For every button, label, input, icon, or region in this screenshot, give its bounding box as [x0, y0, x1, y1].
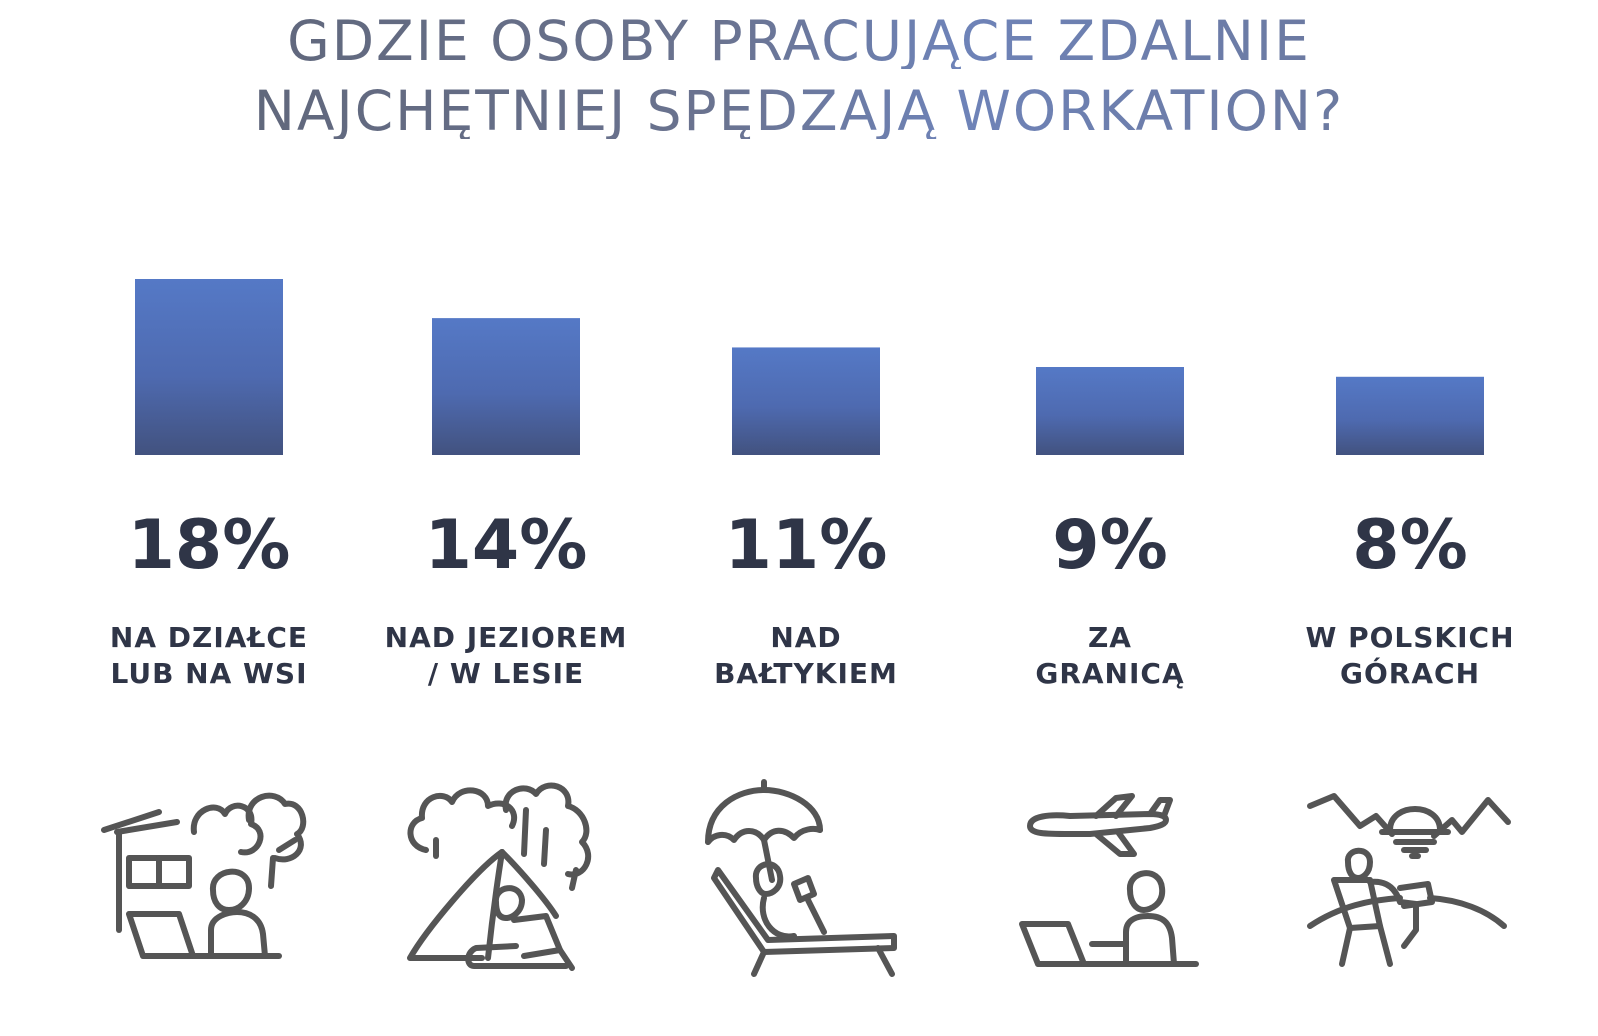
remote-worker-garden-house-icon: [99, 770, 319, 990]
category-label-4-line-1: ZA: [1088, 621, 1132, 654]
category-label-3: NAD BAŁTYKIEM: [656, 620, 956, 692]
bar-4: [1036, 367, 1184, 455]
value-label-2: 14%: [424, 506, 588, 585]
bars-group: [135, 279, 1484, 455]
value-label-1: 18%: [127, 506, 291, 585]
chart-title-line-2: NAJCHĘTNIEJ SPĘDZAJĄ WORKATION?: [0, 84, 1598, 139]
category-label-2: NAD JEZIOREM / W LESIE: [356, 620, 656, 692]
category-label-3-line-2: BAŁTYKIEM: [714, 657, 898, 690]
bar-5: [1336, 376, 1484, 455]
category-label-4-line-2: GRANICĄ: [1035, 657, 1185, 690]
value-label-5: 8%: [1352, 506, 1468, 585]
bar-2: [432, 318, 580, 455]
category-label-1: NA DZIAŁCE LUB NA WSI: [59, 620, 359, 692]
chart-title-line-1: GDZIE OSOBY PRACUJĄCE ZDALNIE: [0, 14, 1598, 69]
airplane-laptop-abroad-icon: [1000, 770, 1220, 990]
category-label-1-line-1: NA DZIAŁCE: [109, 621, 309, 654]
category-label-4: ZA GRANICĄ: [960, 620, 1260, 692]
value-label-3: 11%: [724, 506, 888, 585]
category-label-5-line-1: W POLSKICH: [1305, 621, 1515, 654]
camping-tent-forest-laptop-icon: [396, 770, 616, 990]
bar-3: [732, 347, 880, 455]
bar-1: [135, 279, 283, 455]
category-label-2-line-1: NAD JEZIOREM: [384, 621, 628, 654]
category-label-5-line-2: GÓRACH: [1340, 657, 1480, 690]
category-label-1-line-2: LUB NA WSI: [110, 657, 308, 690]
mountains-sunset-chair-icon: [1300, 770, 1520, 990]
category-label-2-line-2: / W LESIE: [427, 657, 585, 690]
category-label-3-line-1: NAD: [770, 621, 842, 654]
beach-sunbed-umbrella-icon: [698, 770, 918, 990]
value-label-4: 9%: [1052, 506, 1168, 585]
category-label-5: W POLSKICH GÓRACH: [1260, 620, 1560, 692]
